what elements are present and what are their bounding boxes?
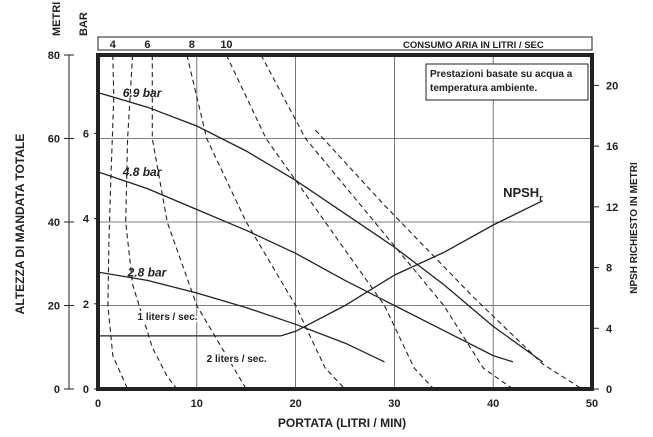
- top-axis-title: CONSUMO ARIA IN LITRI / SEC: [403, 40, 544, 51]
- y2-tick-label: 16: [606, 141, 618, 153]
- plot-border: [96, 53, 594, 391]
- note-line-2: temperatura ambiente.: [430, 83, 537, 94]
- top-axis-band: [97, 36, 593, 51]
- npsh-label-sub: r: [539, 193, 543, 203]
- y-tick-label-bar: 0: [83, 384, 89, 396]
- y2-tick-label: 0: [606, 384, 612, 396]
- top-axis-tick-label: 4: [110, 39, 117, 51]
- series-line-4: [151, 55, 247, 390]
- x-tick-label: 40: [487, 398, 499, 410]
- curve-label-1-liters-sec-: 1 liters / sec.: [138, 312, 198, 323]
- y2-axis-title: NPSH RICHIESTO IN METRI: [629, 162, 640, 294]
- plot-frame: [96, 36, 594, 391]
- y-tick-label-meters: 20: [48, 301, 60, 313]
- y2-tick-label: 20: [606, 80, 618, 92]
- x-tick-label: 10: [191, 398, 203, 410]
- series-line-1-liters-sec-: [107, 54, 129, 390]
- note-box: [425, 63, 589, 101]
- npsh-label-main: NPSH: [503, 185, 539, 200]
- y-tick-label-meters: 80: [48, 50, 60, 62]
- y-tick-label-meters: 60: [48, 134, 60, 146]
- curve-label-2-8-bar: 2.8 bar: [127, 265, 168, 279]
- y-tick-label-meters: 0: [54, 384, 60, 396]
- note-line-1: Prestazioni basate su acqua a: [430, 69, 573, 80]
- top-axis-tick-label: 10: [220, 39, 232, 51]
- series-line-6: [186, 54, 346, 390]
- curve-label-2-liters-sec-: 2 liters / sec.: [207, 354, 267, 365]
- y-tick-label-bar: 6: [83, 128, 89, 140]
- grid: [98, 55, 592, 389]
- y-axis-title: ALTEZZA DI MANDATA TOTALE: [13, 134, 27, 315]
- y-tick-label-meters: 40: [48, 217, 60, 229]
- series-line-10: [260, 54, 514, 390]
- x-tick-label: 20: [289, 398, 301, 410]
- series-line-unlabeled: [314, 129, 583, 390]
- x-axis-title: PORTATA (LITRI / MIN): [278, 416, 406, 430]
- top-axis-tick-label: 6: [144, 39, 150, 51]
- y2-tick-label: 4: [606, 323, 613, 335]
- x-tick-label: 0: [95, 398, 101, 410]
- y-tick-label-bar: 4: [83, 214, 90, 226]
- series-line-8: [225, 54, 435, 390]
- series-line-2-8-bar: [97, 271, 385, 363]
- curve-label-4-8-bar: 4.8 bar: [122, 165, 163, 179]
- npsh-label: NPSHr: [503, 185, 543, 203]
- series-line-6-9-bar: [97, 91, 543, 363]
- y-unit-bar: BAR: [78, 12, 90, 36]
- y2-tick-label: 8: [606, 263, 612, 275]
- top-axis-tick-label: 8: [189, 39, 195, 51]
- x-tick-label: 50: [586, 398, 598, 410]
- y2-tick-label: 12: [606, 202, 618, 214]
- series-line-npshr: [98, 200, 543, 337]
- y-unit-meters: METRI: [51, 2, 63, 36]
- labels: 6.9 bar 4.8 bar 2.8 bar 1 liters / sec. 2 li…: [122, 86, 544, 367]
- series-line-2-liters-sec-: [125, 54, 178, 390]
- y-tick-label-bar: 2: [83, 299, 89, 311]
- x-tick-label: 30: [388, 398, 400, 410]
- series-line-4-8-bar: [97, 171, 514, 363]
- curve-label-6-9-bar: 6.9 bar: [123, 86, 163, 100]
- curves: [97, 54, 583, 390]
